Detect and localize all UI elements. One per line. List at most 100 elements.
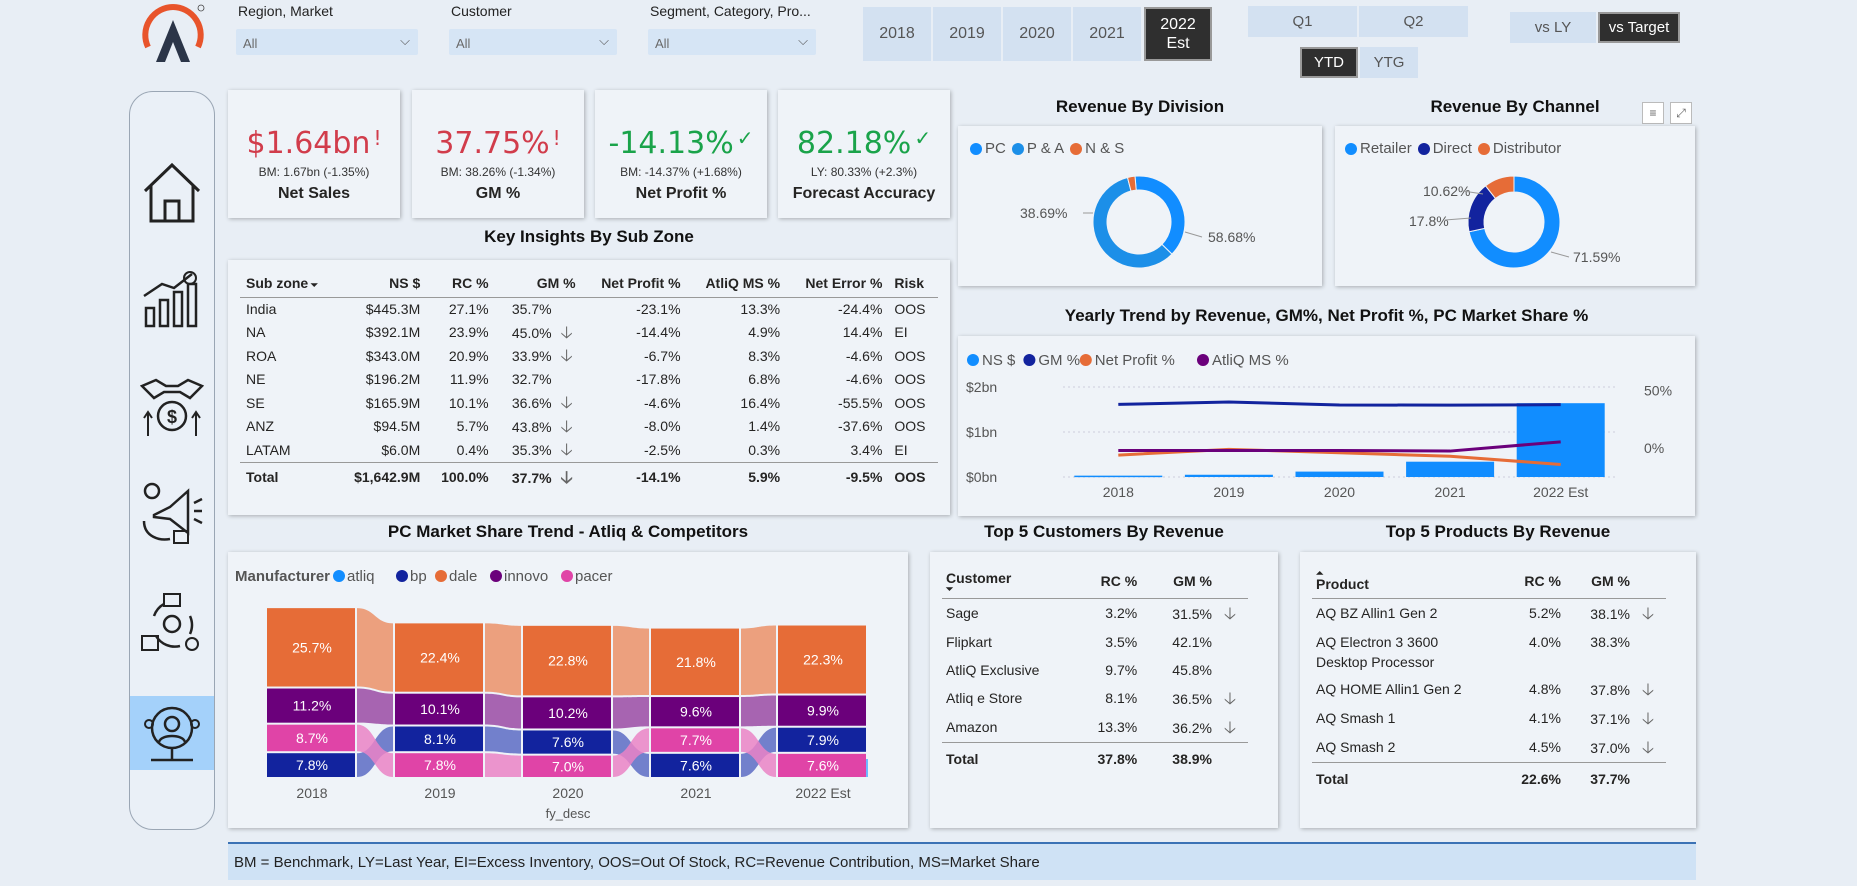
segment-innovo-2020[interactable] [523,697,611,729]
column-header[interactable]: RC % [426,270,495,298]
total-row[interactable]: Total $1,642.9M 100.0% 37.7% 🡣 -14.1% 5.9% -9.5… [240,461,938,488]
ribbon-dale[interactable] [357,608,393,692]
vs-ly-button[interactable]: vs LY [1510,12,1596,43]
column-header[interactable]: NS $ [336,270,427,298]
ribbon-dale[interactable] [613,625,649,696]
segment-bp-2021[interactable] [651,753,739,777]
sort-icon[interactable]: ⏶ [1316,568,1324,578]
column-header[interactable]: RC % [1505,562,1567,599]
segment-dropdown[interactable]: All ⌵ [648,29,816,55]
column-header[interactable]: AtliQ MS % [686,270,787,298]
column-header[interactable]: Net Error % [786,270,889,298]
segment-innovo-2021[interactable] [651,697,739,727]
nav-sales[interactable] [130,258,214,338]
table-row[interactable]: AtliQ Exclusive 9.7% 45.8% [942,656,1248,684]
focus-mode-icon[interactable]: ⤢ [1670,102,1692,124]
segment-bp-2022 Est[interactable] [778,727,866,752]
table-row[interactable]: ANZ $94.5M 5.7% 43.8% 🡣 -8.0% 1.4% -37.6% OOS [240,415,938,439]
ribbon-innovo[interactable] [613,697,649,729]
segment-pacer-2021[interactable] [651,728,739,752]
donut-slice-n-s[interactable] [1126,175,1137,192]
ribbon-pacer[interactable] [485,753,521,777]
filter-icon[interactable]: ≡ [1642,102,1664,124]
donut-slice-pc[interactable] [1134,175,1186,255]
table-row[interactable]: Sage 3.2% 31.5% 🡣 [942,599,1248,629]
column-header[interactable]: Risk [888,270,938,298]
table-row[interactable]: AQ HOME Allin1 Gen 2 4.8% 37.8% 🡣 [1312,675,1666,704]
table-row[interactable]: India $445.3M 27.1% 35.7% -23.1% 13.3% -24.4% O… [240,298,938,322]
column-header[interactable]: Sub zone ⏷ [240,270,337,298]
bar-ns-2019[interactable] [1184,474,1273,477]
bar-ns-2020[interactable] [1295,471,1384,477]
table-row[interactable]: NA $392.1M 23.9% 45.0% 🡣 -14.4% 4.9% 14.4% EI [240,321,938,345]
ribbon-innovo[interactable] [485,693,521,729]
ribbon-pacer[interactable] [357,724,393,777]
ribbon-bp[interactable] [485,726,521,754]
nav-marketing[interactable] [130,474,214,554]
column-header[interactable]: Customer ⏷ [942,562,1078,599]
nav-home[interactable] [130,152,214,232]
segment-innovo-2019[interactable] [395,693,483,725]
ribbon-pacer[interactable] [741,728,776,777]
customer-dropdown[interactable]: All ⌵ [449,29,617,55]
table-row[interactable]: AQ Electron 3 3600 Desktop Processor 4.0%… [1312,628,1666,675]
year-2020-button[interactable]: 2020 [1003,7,1071,61]
line-gm-[interactable] [1118,400,1561,407]
year-2018-button[interactable]: 2018 [863,7,931,61]
segment-bp-2018[interactable] [267,753,355,777]
table-row[interactable]: AQ Smash 1 4.1% 37.1% 🡣 [1312,704,1666,733]
column-header[interactable]: Net Profit % [581,270,687,298]
column-header[interactable]: ⏶ Product [1312,562,1506,599]
quarter-q1-button[interactable]: Q1 [1248,6,1357,37]
sort-icon[interactable]: ⏷ [946,584,954,594]
vs-target-button[interactable]: vs Target [1598,12,1680,43]
ribbon-innovo[interactable] [741,695,776,727]
segment-dale-2021[interactable] [651,628,739,696]
table-row[interactable]: NE $196.2M 11.9% 32.7% -17.8% 6.8% -4.6% OOS [240,368,938,392]
quarter-q2-button[interactable]: Q2 [1359,6,1468,37]
table-row[interactable]: Amazon 13.3% 36.2% 🡣 [942,713,1248,743]
line-atliq-ms-[interactable] [1118,440,1561,453]
total-row[interactable]: Total 37.8% 38.9% [942,742,1248,773]
column-header[interactable]: GM % [494,270,582,298]
sort-icon[interactable]: ⏷ [308,280,318,290]
nav-supply-chain[interactable] [130,584,214,664]
donut-slice-distributor[interactable] [1484,175,1515,200]
ribbon-dale[interactable] [485,623,521,696]
ribbon-pacer[interactable] [613,728,649,777]
table-row[interactable]: AQ BZ Allin1 Gen 2 5.2% 38.1% 🡣 [1312,599,1666,629]
segment-innovo-2018[interactable] [267,688,355,723]
ytg-button[interactable]: YTG [1360,47,1418,78]
nav-executive[interactable] [130,696,214,770]
column-header[interactable]: GM % [1143,562,1248,599]
ytd-button[interactable]: YTD [1300,47,1358,78]
segment-dale-2022 Est[interactable] [778,625,866,694]
column-header[interactable]: GM % [1566,562,1666,599]
year-2021-button[interactable]: 2021 [1073,7,1141,61]
table-row[interactable]: Atliq e Store 8.1% 36.5% 🡣 [942,684,1248,713]
segment-dale-2020[interactable] [523,625,611,696]
total-row[interactable]: Total 22.6% 37.7% [1312,762,1666,793]
ribbon-innovo[interactable] [357,688,393,725]
bar-ns-2018[interactable] [1074,475,1163,478]
table-row[interactable]: Flipkart 3.5% 42.1% [942,628,1248,656]
segment-innovo-2022 Est[interactable] [778,695,866,726]
segment-pacer-2020[interactable] [523,755,611,777]
segment-pacer-2022 Est[interactable] [778,753,866,777]
bar-ns-2021[interactable] [1406,461,1495,477]
segment-pacer-2019[interactable] [395,753,483,777]
column-header[interactable]: RC % [1077,562,1144,599]
segment-dale-2019[interactable] [395,623,483,692]
nav-finance[interactable]: $ [130,368,214,448]
donut-slice-retailer[interactable] [1468,175,1561,269]
year-2022-est-button[interactable]: 2022 Est [1144,7,1212,61]
segment-dale-2018[interactable] [267,608,355,687]
segment-pacer-2018[interactable] [267,724,355,752]
table-row[interactable]: LATAM $6.0M 0.4% 35.3% 🡣 -2.5% 0.3% 3.4% EI [240,439,938,463]
donut-slice-p-a[interactable] [1092,176,1173,269]
segment-bp-2020[interactable] [523,730,611,754]
table-row[interactable]: SE $165.9M 10.1% 36.6% 🡣 -4.6% 16.4% -55.5% OOS [240,392,938,416]
bar-ns-2022 Est[interactable] [1516,403,1605,477]
table-row[interactable]: ROA $343.0M 20.9% 33.9% 🡣 -6.7% 8.3% -4.6% OOS [240,345,938,369]
region-dropdown[interactable]: All ⌵ [236,29,418,55]
